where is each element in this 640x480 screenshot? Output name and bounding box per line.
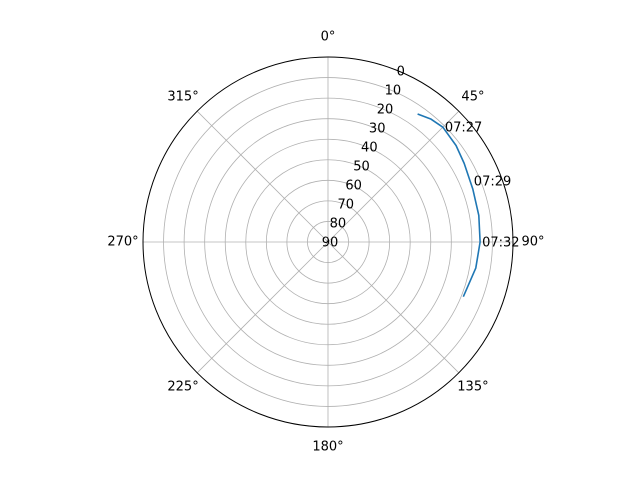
angular-gridline: [327, 110, 460, 243]
radial-tick-label: 60: [345, 179, 362, 194]
time-annotation: 07:27: [445, 121, 482, 136]
angular-gridline: [327, 241, 460, 374]
polar-axes: 0° 45° 90° 135° 180° 225° 270° 315°: [107, 30, 544, 455]
radial-tick-label: 40: [361, 141, 378, 156]
radial-tick-label: 0: [397, 65, 405, 80]
polar-grid: [143, 57, 513, 427]
time-annotation: 07:29: [474, 174, 511, 189]
radial-tick-label: 50: [353, 160, 370, 175]
angle-tick-label: 225°: [167, 379, 198, 394]
time-annotation: 07:32: [482, 236, 519, 251]
angle-tick-label: 270°: [107, 235, 138, 250]
radial-tick-label: 80: [330, 217, 347, 232]
radial-tick-label: 10: [385, 84, 402, 99]
angle-tick-label: 135°: [457, 379, 488, 394]
radial-tick-label: 30: [369, 122, 386, 137]
angle-tick-label: 90°: [521, 235, 544, 250]
series-line: [417, 113, 481, 297]
series-layer: [417, 113, 481, 297]
angle-tick-label: 180°: [312, 440, 343, 455]
polar-outline: [142, 56, 514, 428]
angle-tick-label: 0°: [321, 30, 336, 45]
angular-gridline: [196, 241, 329, 374]
angular-gridline: [196, 110, 329, 243]
label-layer: 0 10 20 30 40 50 60 70 80 90 07:27 07:29 07:32: [322, 65, 520, 251]
radial-tick-label: 70: [337, 198, 354, 213]
angle-tick-label: 45°: [461, 90, 484, 105]
radial-tick-label: 20: [377, 103, 394, 118]
angle-tick-label: 315°: [167, 90, 198, 105]
radial-tick-label: 90: [322, 236, 339, 251]
